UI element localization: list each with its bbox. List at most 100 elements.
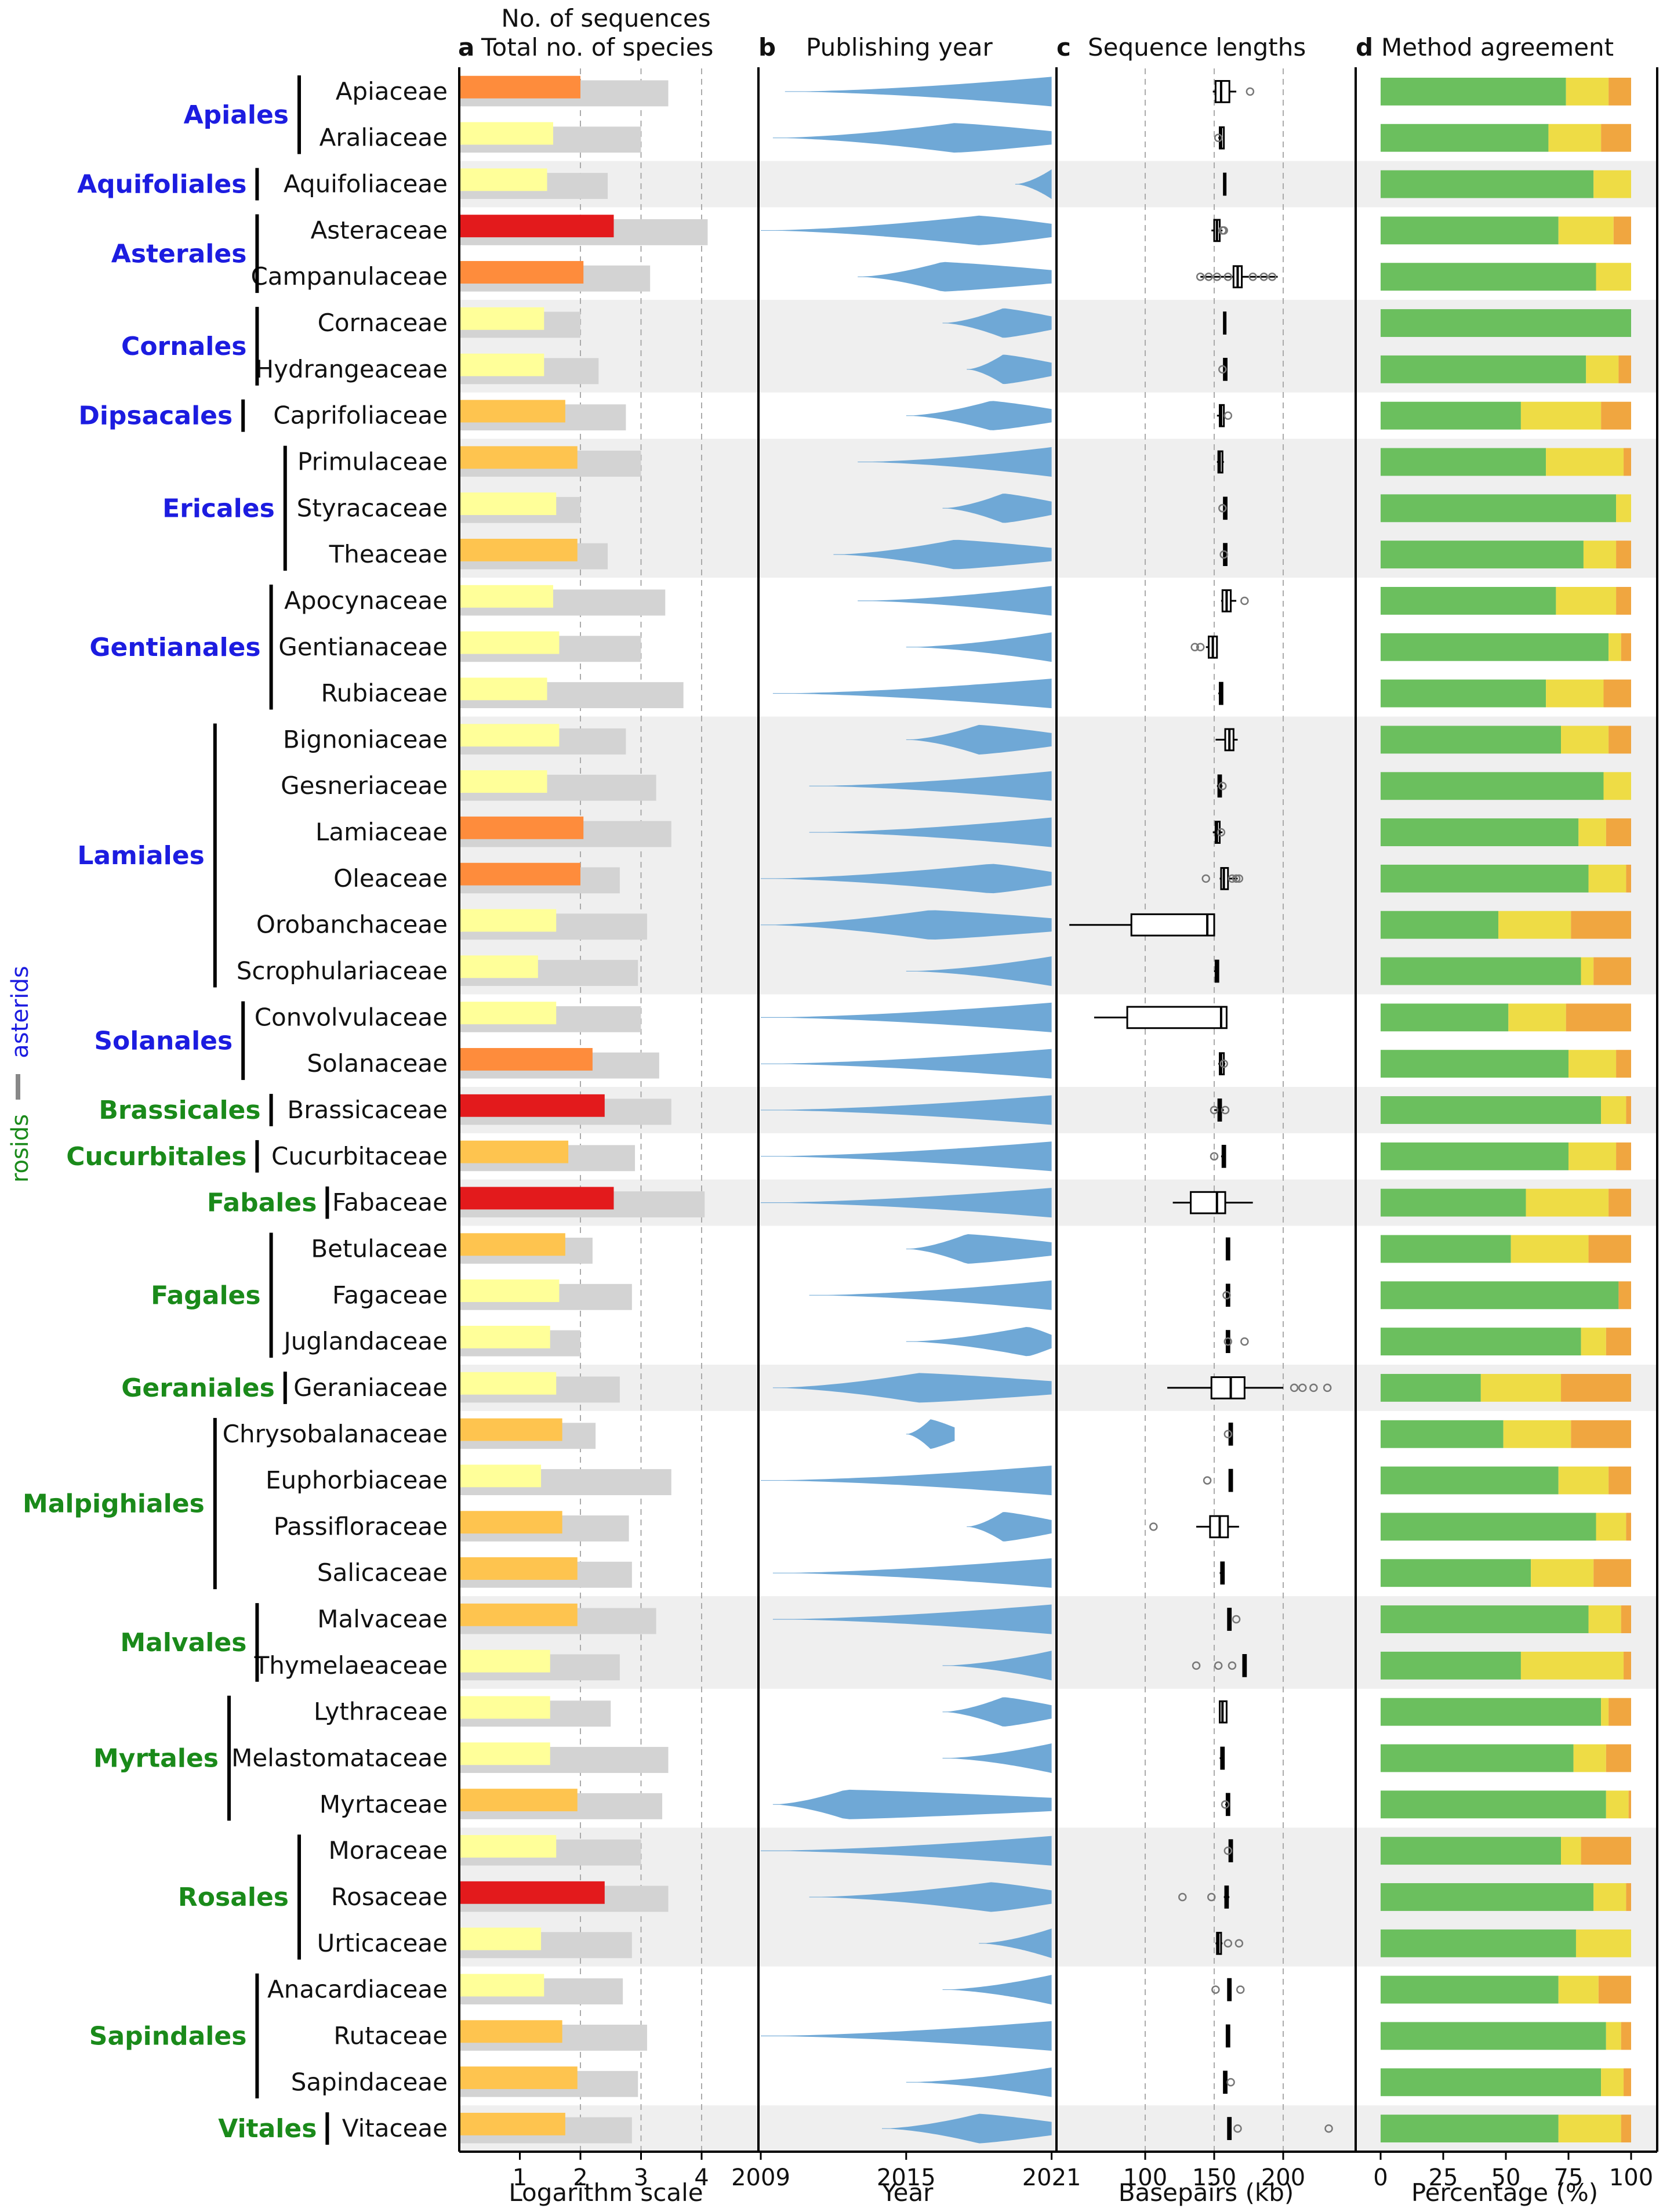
box-outlier — [1222, 1291, 1231, 1300]
box-outlier — [1211, 1985, 1220, 1994]
agreement-bar-partial — [1588, 864, 1626, 893]
family-label: Fabaceae — [332, 1188, 448, 1217]
panel-b-tick-label: 2021 — [1022, 2164, 1081, 2191]
family-label: Rosaceae — [331, 1883, 448, 1911]
agreement-bar-agree — [1381, 309, 1631, 337]
agreement-bar-partial — [1588, 1605, 1621, 1633]
panel-c-tick-label: 150 — [1192, 2164, 1236, 2191]
family-label: Urticaceae — [317, 1929, 448, 1957]
agreement-bar-disagree — [1571, 1420, 1631, 1448]
agreement-bar-disagree — [1616, 541, 1631, 569]
agreement-bar-disagree — [1624, 1651, 1631, 1680]
agreement-bar-agree — [1381, 911, 1499, 939]
box-outlier — [1290, 1383, 1299, 1393]
agreement-bar-disagree — [1608, 77, 1631, 106]
family-label: Betulaceae — [311, 1234, 448, 1263]
box-outlier — [1214, 133, 1223, 142]
agreement-bar-partial — [1558, 1975, 1599, 2004]
agreement-bar-disagree — [1613, 216, 1631, 245]
agreement-bar-agree — [1381, 1744, 1574, 1772]
year-violin — [882, 2113, 1052, 2144]
family-label: Gentianaceae — [278, 633, 448, 661]
clade-rosids-label: rosids — [7, 1114, 34, 1183]
panel-d-tick-label: 75 — [1554, 2164, 1584, 2191]
agreement-bar-disagree — [1618, 1281, 1631, 1310]
agreement-bar-partial — [1566, 77, 1609, 106]
agreement-bar-agree — [1381, 1698, 1602, 1726]
family-label: Chrysobalanaceae — [223, 1420, 448, 1448]
box-outlier — [1178, 1892, 1187, 1902]
year-violin — [833, 539, 1052, 570]
family-label: Passifloraceae — [274, 1512, 448, 1540]
panel-a-tick-label: 4 — [694, 2164, 709, 2191]
family-label: Gesneriaceae — [281, 771, 448, 800]
agreement-bar-partial — [1558, 1466, 1609, 1495]
sequence-bar — [459, 353, 544, 376]
agreement-bar-agree — [1381, 726, 1562, 754]
agreement-bar-agree — [1381, 1651, 1521, 1680]
year-violin — [772, 1558, 1052, 1588]
order-shading-lamiales — [459, 716, 1657, 995]
agreement-bar-disagree — [1588, 1235, 1631, 1263]
year-violin — [858, 447, 1052, 477]
box-outlier — [1218, 504, 1227, 513]
box-outlier — [1223, 1337, 1233, 1346]
year-violin — [772, 123, 1052, 153]
sequence-bar — [459, 75, 580, 99]
agreement-bar-agree — [1381, 124, 1549, 152]
agreement-bar-agree — [1381, 1373, 1481, 1402]
agreement-bar-agree — [1381, 2115, 1559, 2143]
agreement-bar-disagree — [1626, 864, 1631, 893]
family-label: Salicaceae — [317, 1558, 448, 1587]
agreement-bar-disagree — [1608, 1698, 1631, 1726]
order-label: Lamiales — [77, 841, 204, 871]
family-label: Asteraceae — [311, 216, 448, 244]
agreement-bar-agree — [1381, 679, 1546, 708]
panel-a-letter: a — [458, 33, 474, 61]
agreement-bar-disagree — [1603, 679, 1631, 708]
agreement-bar-disagree — [1606, 818, 1631, 847]
panel-c-xlabel: Basepairs (kb) — [1119, 2178, 1294, 2207]
agreement-bar-partial — [1503, 1420, 1571, 1448]
panel-d-letter: d — [1356, 33, 1373, 61]
year-violin — [967, 354, 1052, 385]
agreement-bar-disagree — [1593, 957, 1631, 985]
agreement-bar-disagree — [1598, 1975, 1631, 2004]
agreement-bar-partial — [1583, 541, 1617, 569]
box-outlier — [1323, 1383, 1332, 1393]
year-violin — [906, 956, 1052, 987]
panel-c-tick-label: 200 — [1261, 2164, 1305, 2191]
family-label: Scrophulariaceae — [237, 957, 448, 985]
agreement-bar-agree — [1381, 216, 1559, 245]
order-label: Malvales — [120, 1628, 246, 1658]
year-violin — [761, 910, 1052, 940]
year-violin — [942, 1975, 1052, 2005]
agreement-bar-partial — [1546, 448, 1624, 476]
family-label: Apiaceae — [336, 77, 448, 106]
year-violin — [979, 1928, 1052, 1959]
family-label: Lythraceae — [314, 1698, 448, 1726]
agreement-bar-agree — [1381, 1837, 1562, 1865]
agreement-bar-partial — [1593, 1883, 1626, 1911]
box-outlier — [1233, 2124, 1242, 2133]
sequence-bar — [459, 2066, 578, 2090]
agreement-bar-agree — [1381, 1466, 1559, 1495]
agreement-bar-disagree — [1566, 1003, 1631, 1032]
box-outlier — [1190, 643, 1199, 652]
year-violin — [761, 864, 1052, 894]
panel-a-tick-label: 1 — [513, 2164, 527, 2191]
agreement-bar-partial — [1581, 1328, 1606, 1356]
agreement-bar-agree — [1381, 2022, 1606, 2050]
sequence-bar — [459, 585, 553, 608]
box-outlier — [1204, 272, 1213, 281]
agreement-bar-agree — [1381, 1096, 1602, 1124]
box-outlier — [1196, 272, 1205, 281]
box-outlier — [1201, 874, 1210, 883]
year-violin — [967, 1512, 1052, 1542]
panel-a-title-line2: Total no. of species — [481, 33, 713, 61]
order-label: Dipsacales — [78, 401, 233, 431]
year-violin — [906, 1419, 955, 1449]
agreement-bar-agree — [1381, 77, 1566, 106]
year-violin — [858, 586, 1052, 616]
